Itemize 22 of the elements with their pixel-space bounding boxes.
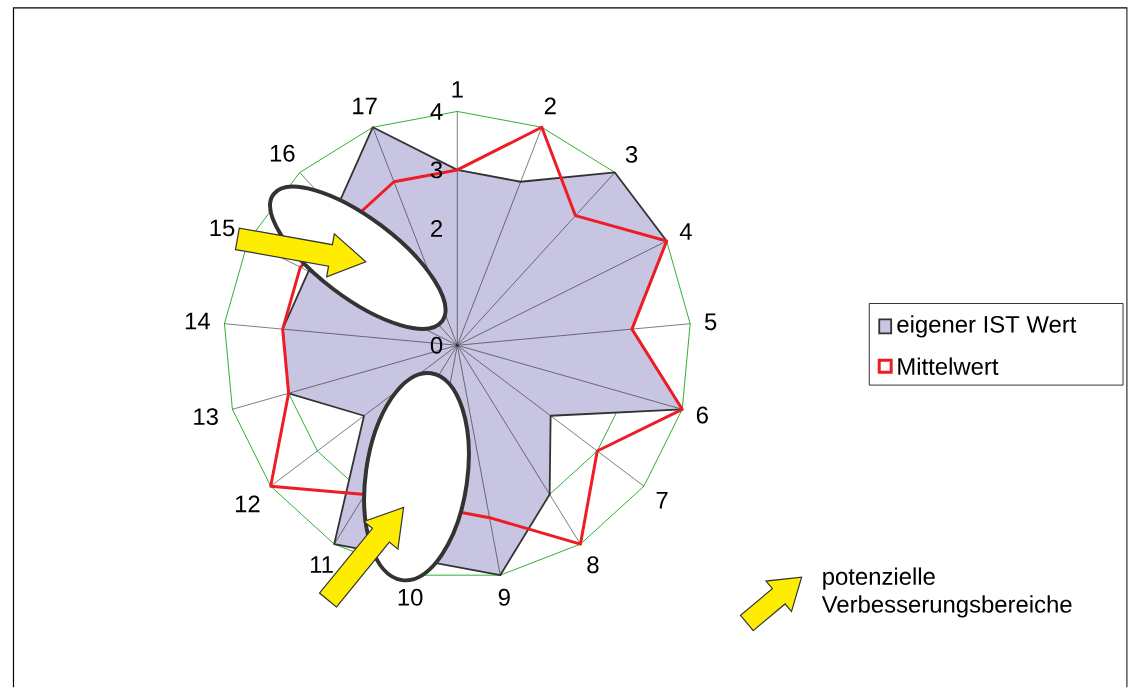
spoke-label: 13 — [194, 408, 218, 426]
legend-label: Mittelwert — [898, 357, 999, 376]
text: potenzielle Verbesserungsbereiche — [821, 567, 1072, 618]
spoke-label: 3 — [625, 146, 638, 164]
spoke-label: 1 — [452, 81, 463, 98]
spoke-label: 14 — [185, 312, 210, 330]
spoke-label: 5 — [704, 313, 717, 331]
spoke-label: 15 — [210, 219, 235, 237]
spoke-label: 4 — [679, 223, 692, 240]
spoke-label: 6 — [696, 406, 708, 424]
spoke-label: 10 — [398, 589, 423, 606]
spoke-label: 11 — [310, 556, 333, 573]
spoke-label: 8 — [587, 556, 599, 574]
spoke-label: 12 — [235, 495, 260, 513]
spoke-label: 9 — [498, 589, 510, 606]
spoke-label: 17 — [353, 97, 377, 115]
y-tick-label: 0 — [430, 337, 443, 354]
spoke-label: 16 — [270, 144, 295, 162]
spoke-label: 7 — [656, 492, 668, 509]
legend-label: eigener IST Wert — [897, 315, 1077, 338]
y-tick-label: 2 — [431, 220, 442, 237]
spoke-label: 2 — [544, 97, 556, 115]
